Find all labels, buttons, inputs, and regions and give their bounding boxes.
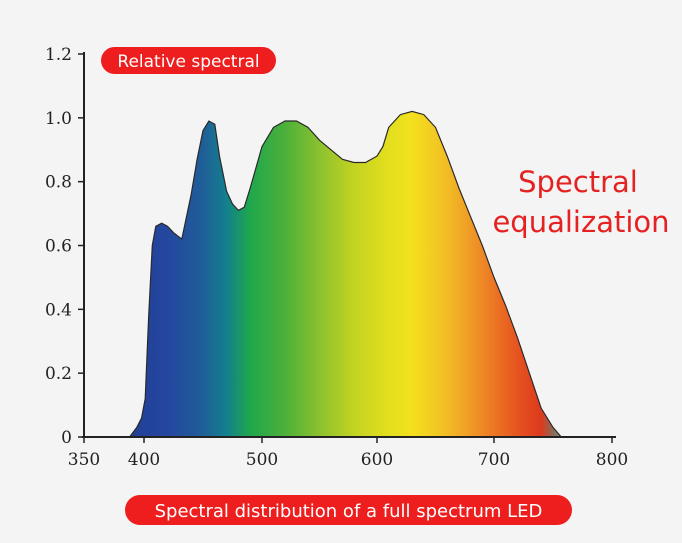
y-tick-label: 0 xyxy=(61,428,72,448)
title-pill-background xyxy=(125,495,572,525)
x-tick-label: 400 xyxy=(128,450,160,470)
x-tick-label: 350 xyxy=(68,450,100,470)
annotation-line-1: Spectral xyxy=(518,165,638,199)
y-tick-label: 0.4 xyxy=(45,300,72,320)
spectrum-area xyxy=(128,110,563,438)
y-tick-label: 0.8 xyxy=(45,173,72,193)
ylabel-pill: Relative spectral xyxy=(101,47,276,74)
x-tick-label: 600 xyxy=(361,450,393,470)
title-pill: Spectral distribution of a full spectrum… xyxy=(125,495,572,525)
x-tick-label: 800 xyxy=(596,450,628,470)
y-tick-label: 0.6 xyxy=(45,237,72,257)
axis-ticks: 350 400 500 600 700 800 0 0.2 0.4 0.6 0.8 1.0 1.2 xyxy=(45,45,628,470)
y-tick-label: 0.2 xyxy=(45,364,72,384)
chart-title: Spectral distribution of a full spectrum… xyxy=(155,501,543,522)
y-tick-label: 1.0 xyxy=(45,109,72,129)
annotation-line-2: equalization xyxy=(492,205,669,239)
y-tick-label: 1.2 xyxy=(45,45,72,65)
ylabel-pill-background xyxy=(101,47,276,74)
x-tick-label: 500 xyxy=(246,450,278,470)
x-tick-label: 700 xyxy=(478,450,510,470)
ylabel-text: Relative spectral xyxy=(117,52,259,72)
